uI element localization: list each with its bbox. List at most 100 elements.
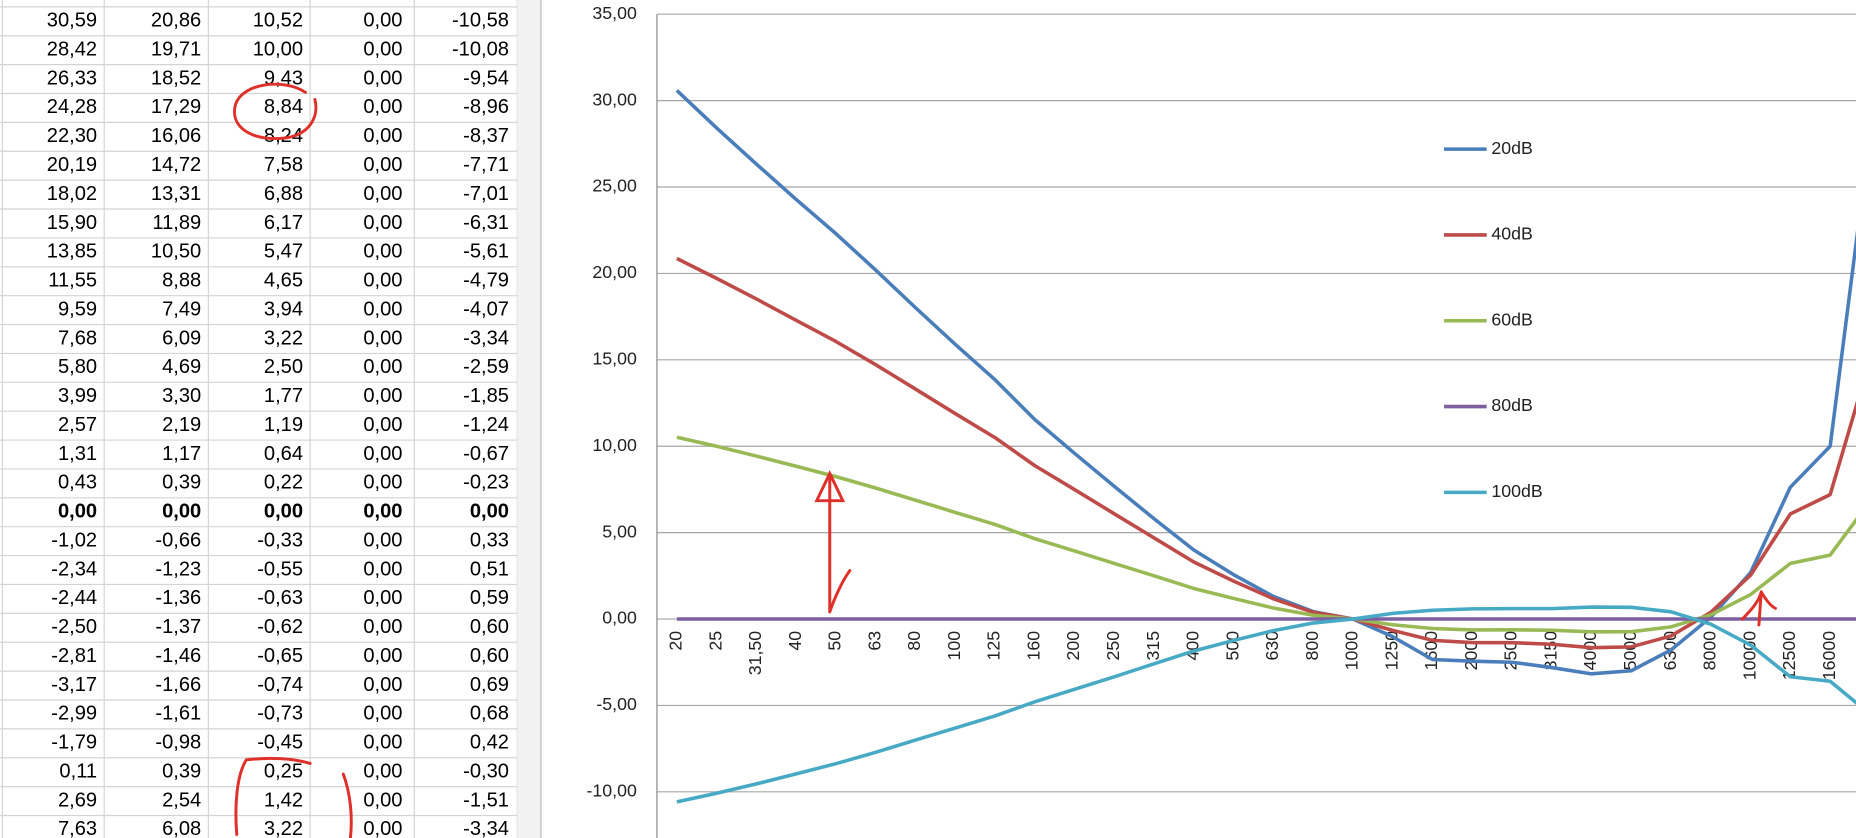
x-tick-label: 500 bbox=[1222, 631, 1242, 661]
cell: 1,42 bbox=[264, 789, 303, 811]
cell: 5,80 bbox=[58, 356, 97, 378]
cell: 0,00 bbox=[363, 212, 402, 234]
cell: -0,33 bbox=[257, 529, 303, 551]
cell: 0,00 bbox=[363, 472, 402, 494]
cell: 3,94 bbox=[264, 298, 303, 320]
y-tick-label: 5,00 bbox=[602, 521, 637, 541]
cell: 0,00 bbox=[363, 674, 402, 696]
cell: 0,00 bbox=[363, 818, 402, 838]
cell: -1,79 bbox=[51, 732, 97, 754]
column-header: 80dB bbox=[353, 0, 402, 4]
cell: 0,39 bbox=[162, 472, 201, 494]
x-tick-label: 315 bbox=[1143, 631, 1163, 661]
cell: -0,74 bbox=[257, 674, 303, 696]
y-tick-label: 10,00 bbox=[592, 435, 637, 455]
cell: -3,34 bbox=[463, 818, 509, 838]
cell: 0,43 bbox=[58, 472, 97, 494]
x-tick-label: 250 bbox=[1103, 631, 1123, 661]
cell: -5,61 bbox=[463, 241, 509, 263]
cell: 11,89 bbox=[152, 212, 201, 234]
cell: 0,00 bbox=[363, 241, 402, 263]
cell: 0,25 bbox=[264, 761, 303, 783]
cell: 0,00 bbox=[470, 501, 509, 523]
cell: 1,17 bbox=[162, 443, 201, 465]
x-tick-label: 200 bbox=[1063, 631, 1083, 661]
column-header: 60dB bbox=[254, 0, 303, 4]
cell: 0,00 bbox=[363, 10, 402, 32]
cell: 3,30 bbox=[162, 385, 201, 407]
cell: -1,36 bbox=[155, 587, 201, 609]
cell: -0,66 bbox=[155, 529, 201, 551]
series-line bbox=[675, 89, 1856, 676]
cell: 0,00 bbox=[363, 270, 402, 292]
cell: 26,33 bbox=[47, 67, 97, 89]
cell: -10,08 bbox=[452, 38, 509, 60]
cell: 0,00 bbox=[264, 501, 303, 523]
x-tick-label: 400 bbox=[1183, 631, 1203, 661]
x-tick-label: 10000 bbox=[1739, 631, 1759, 680]
cell: 2,50 bbox=[264, 356, 303, 378]
y-tick-label: 20,00 bbox=[592, 262, 637, 282]
cell: 3,99 bbox=[58, 385, 97, 407]
column-header: 20dB bbox=[48, 0, 97, 4]
cell: 10,00 bbox=[253, 38, 303, 60]
circle-annotation bbox=[233, 82, 318, 140]
cell: -4,07 bbox=[463, 298, 509, 320]
cell: 8,88 bbox=[162, 270, 201, 292]
bracket-annotation bbox=[234, 756, 353, 838]
cell: 0,00 bbox=[363, 443, 402, 465]
cell: 0,00 bbox=[363, 67, 402, 89]
cell: 7,49 bbox=[162, 298, 201, 320]
cell: 8,84 bbox=[264, 96, 303, 118]
cell: 28,42 bbox=[47, 38, 97, 60]
cell: -4,79 bbox=[463, 270, 509, 292]
cell: -8,96 bbox=[463, 96, 509, 118]
legend-label: 100dB bbox=[1491, 481, 1542, 501]
cell: 0,00 bbox=[58, 501, 97, 523]
cell: -1,02 bbox=[51, 529, 97, 551]
cell: 0,00 bbox=[162, 501, 201, 523]
cell: -2,59 bbox=[463, 356, 509, 378]
cell: 1,19 bbox=[264, 414, 303, 436]
cell: 13,85 bbox=[47, 241, 97, 263]
series-line bbox=[676, 256, 1856, 650]
series-line bbox=[676, 435, 1856, 634]
cell: 0,39 bbox=[162, 761, 201, 783]
cell: 22,30 bbox=[47, 125, 97, 147]
cell: -0,45 bbox=[257, 732, 303, 754]
cell: 2,69 bbox=[58, 789, 97, 811]
x-tick-label: 63 bbox=[864, 631, 884, 651]
y-tick-label: 35,00 bbox=[592, 3, 637, 23]
cell: 5,47 bbox=[264, 241, 303, 263]
legend-label: 20dB bbox=[1491, 138, 1532, 158]
cell: -10,58 bbox=[452, 10, 509, 32]
cell: 0,00 bbox=[363, 703, 402, 725]
y-tick-label: -10,00 bbox=[586, 781, 636, 801]
legend-label: 40dB bbox=[1491, 224, 1532, 244]
cell: 0,00 bbox=[363, 356, 402, 378]
cell: 0,00 bbox=[363, 414, 402, 436]
cell: -7,71 bbox=[463, 154, 509, 176]
small-arrow-annotation bbox=[1740, 590, 1777, 627]
cell: 0,60 bbox=[470, 616, 509, 638]
cell: 2,54 bbox=[162, 789, 201, 811]
cell: -0,55 bbox=[257, 558, 303, 580]
cell: 7,63 bbox=[58, 818, 97, 838]
cell: 0,00 bbox=[363, 616, 402, 638]
x-tick-label: 40 bbox=[785, 631, 805, 651]
x-tick-label: 20 bbox=[666, 631, 686, 651]
cell: 20,86 bbox=[151, 10, 201, 32]
cell: 2,19 bbox=[162, 414, 201, 436]
cell: -9,54 bbox=[463, 67, 509, 89]
cell: -1,85 bbox=[463, 385, 509, 407]
cell: 0,33 bbox=[470, 529, 509, 551]
cell: 0,64 bbox=[264, 443, 303, 465]
cell: 0,60 bbox=[470, 645, 509, 667]
cell: 19,71 bbox=[151, 38, 201, 60]
cell: -3,34 bbox=[463, 327, 509, 349]
cell: -0,63 bbox=[257, 587, 303, 609]
cell: 0,00 bbox=[363, 154, 402, 176]
x-tick-label: 1000 bbox=[1342, 631, 1362, 671]
arrow-annotation bbox=[814, 470, 852, 614]
